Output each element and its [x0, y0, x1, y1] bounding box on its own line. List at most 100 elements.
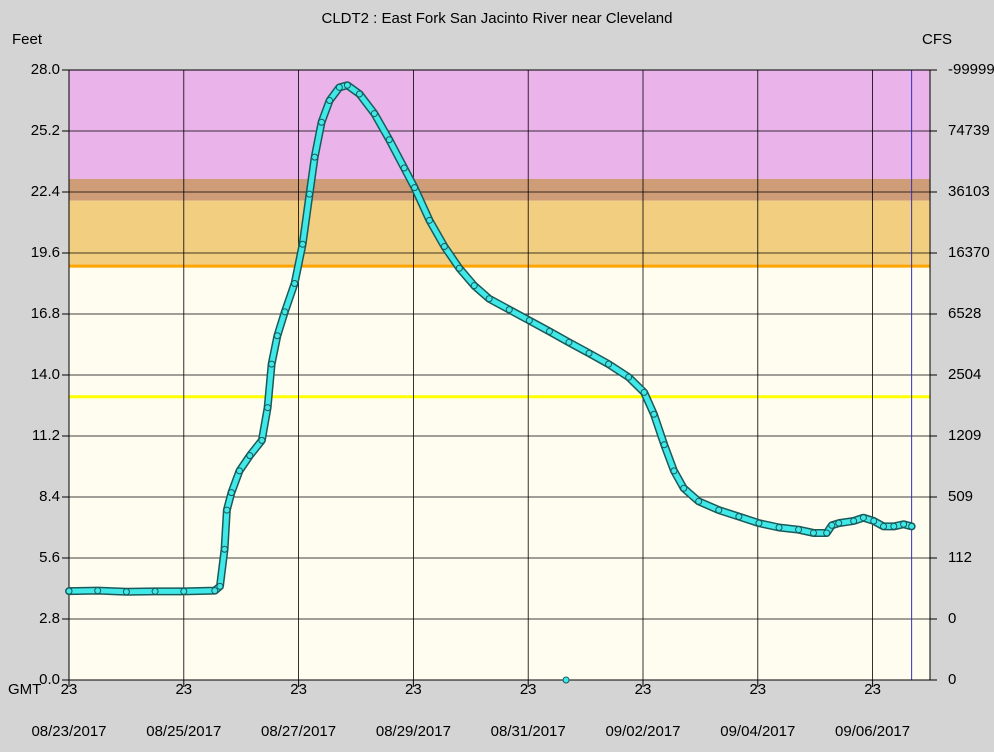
stage-point: [485, 295, 493, 303]
y2-tick-label: 0: [948, 671, 956, 688]
stage-point: [385, 136, 393, 144]
stage-point: [545, 327, 553, 335]
stage-point: [859, 514, 867, 522]
y-tick-label: 25.2: [31, 122, 60, 139]
y2-tick-label: 16370: [948, 244, 990, 261]
stage-point: [425, 216, 433, 224]
stage-point: [870, 517, 878, 525]
x-tick-label: 23: [175, 681, 192, 698]
stage-point: [151, 587, 159, 595]
stage-point: [94, 587, 102, 595]
stage-point: [715, 506, 723, 514]
x-tick-label: 23: [635, 681, 652, 698]
stage-point: [850, 517, 858, 525]
stage-band: [69, 178, 930, 201]
stage-point: [306, 190, 314, 198]
x-tick-date: 09/04/2017: [720, 723, 795, 740]
stage-point: [281, 308, 289, 316]
y2-axis-label: CFS: [922, 31, 952, 48]
stage-point: [411, 184, 419, 192]
stage-point: [585, 349, 593, 357]
stage-point: [908, 522, 916, 530]
y2-tick-label: 36103: [948, 183, 990, 200]
y-tick-label: 2.8: [39, 610, 60, 627]
y2-tick-label: 2504: [948, 366, 981, 383]
y-tick-label: 5.6: [39, 549, 60, 566]
chart-title: CLDT2 : East Fork San Jacinto River near…: [322, 10, 673, 27]
x-tick-label: 23: [520, 681, 537, 698]
stage-point: [268, 360, 276, 368]
stage-point: [650, 410, 658, 418]
y2-tick-label: 509: [948, 488, 973, 505]
y-tick-label: 19.6: [31, 244, 60, 261]
stage-line: [66, 82, 915, 595]
stage-point: [735, 513, 743, 521]
stage-point: [246, 452, 254, 460]
stage-point: [525, 317, 533, 325]
stage-point: [180, 587, 188, 595]
stage-point: [470, 282, 478, 290]
stage-point: [695, 497, 703, 505]
stage-point: [318, 118, 326, 126]
y-axis-label: Feet: [12, 31, 43, 48]
stage-point: [235, 467, 243, 475]
stage-point: [605, 360, 613, 368]
x-tick-date: 08/23/2017: [31, 723, 106, 740]
y2-tick-label: 112: [948, 549, 972, 566]
stage-point: [273, 332, 281, 340]
stage-point: [440, 242, 448, 250]
y2-tick-label: 1209: [948, 427, 981, 444]
stage-point: [625, 373, 633, 381]
stage-point: [216, 582, 224, 590]
stage-point: [311, 153, 319, 161]
stage-point: [455, 264, 463, 272]
stage-point: [211, 587, 219, 595]
stage-point: [660, 441, 668, 449]
stage-band: [69, 70, 930, 179]
stage-point: [221, 545, 229, 553]
stage-band: [69, 200, 930, 267]
stage-point: [227, 489, 235, 497]
x-tick-date: 08/25/2017: [146, 723, 221, 740]
x-tick-date: 09/06/2017: [835, 723, 910, 740]
stage-point: [680, 484, 688, 492]
stage-point: [880, 522, 888, 530]
y-tick-label: 28.0: [31, 61, 60, 78]
x-tick-label: 23: [405, 681, 422, 698]
x-tick-label: 23: [864, 681, 881, 698]
stage-point: [795, 526, 803, 534]
x-tick-date: 08/31/2017: [491, 723, 566, 740]
stage-point: [823, 529, 831, 537]
y2-tick-label: 6528: [948, 305, 981, 322]
x-tick-label: 23: [749, 681, 766, 698]
x-tick-label: 23: [61, 681, 78, 698]
stage-point: [562, 676, 570, 684]
stage-point: [291, 280, 299, 287]
x-tick-label: 23: [290, 681, 307, 698]
stage-point: [299, 240, 307, 248]
y2-tick-label: 0: [948, 610, 956, 627]
stage-point: [670, 467, 678, 475]
stage-point: [223, 506, 231, 514]
y-tick-label: 0.0: [39, 671, 60, 688]
y-tick-label: 22.4: [31, 183, 60, 200]
stage-point: [400, 164, 408, 172]
stage-point: [335, 83, 343, 91]
stage-point: [264, 404, 272, 412]
stage-point: [640, 388, 648, 396]
y-tick-label: 14.0: [31, 366, 60, 383]
stage-point: [505, 306, 513, 314]
stage-point: [65, 587, 73, 595]
stage-point: [775, 524, 783, 531]
y2-tick-label: 74739: [948, 122, 990, 139]
x-tick-date: 08/27/2017: [261, 723, 336, 740]
y-tick-label: 11.2: [32, 427, 60, 444]
y-tick-label: 16.8: [31, 305, 60, 322]
stage-point: [565, 338, 573, 346]
x-tick-date: 08/29/2017: [376, 723, 451, 740]
stage-point: [890, 522, 898, 530]
stage-point: [258, 436, 266, 444]
stage-point: [900, 520, 908, 528]
